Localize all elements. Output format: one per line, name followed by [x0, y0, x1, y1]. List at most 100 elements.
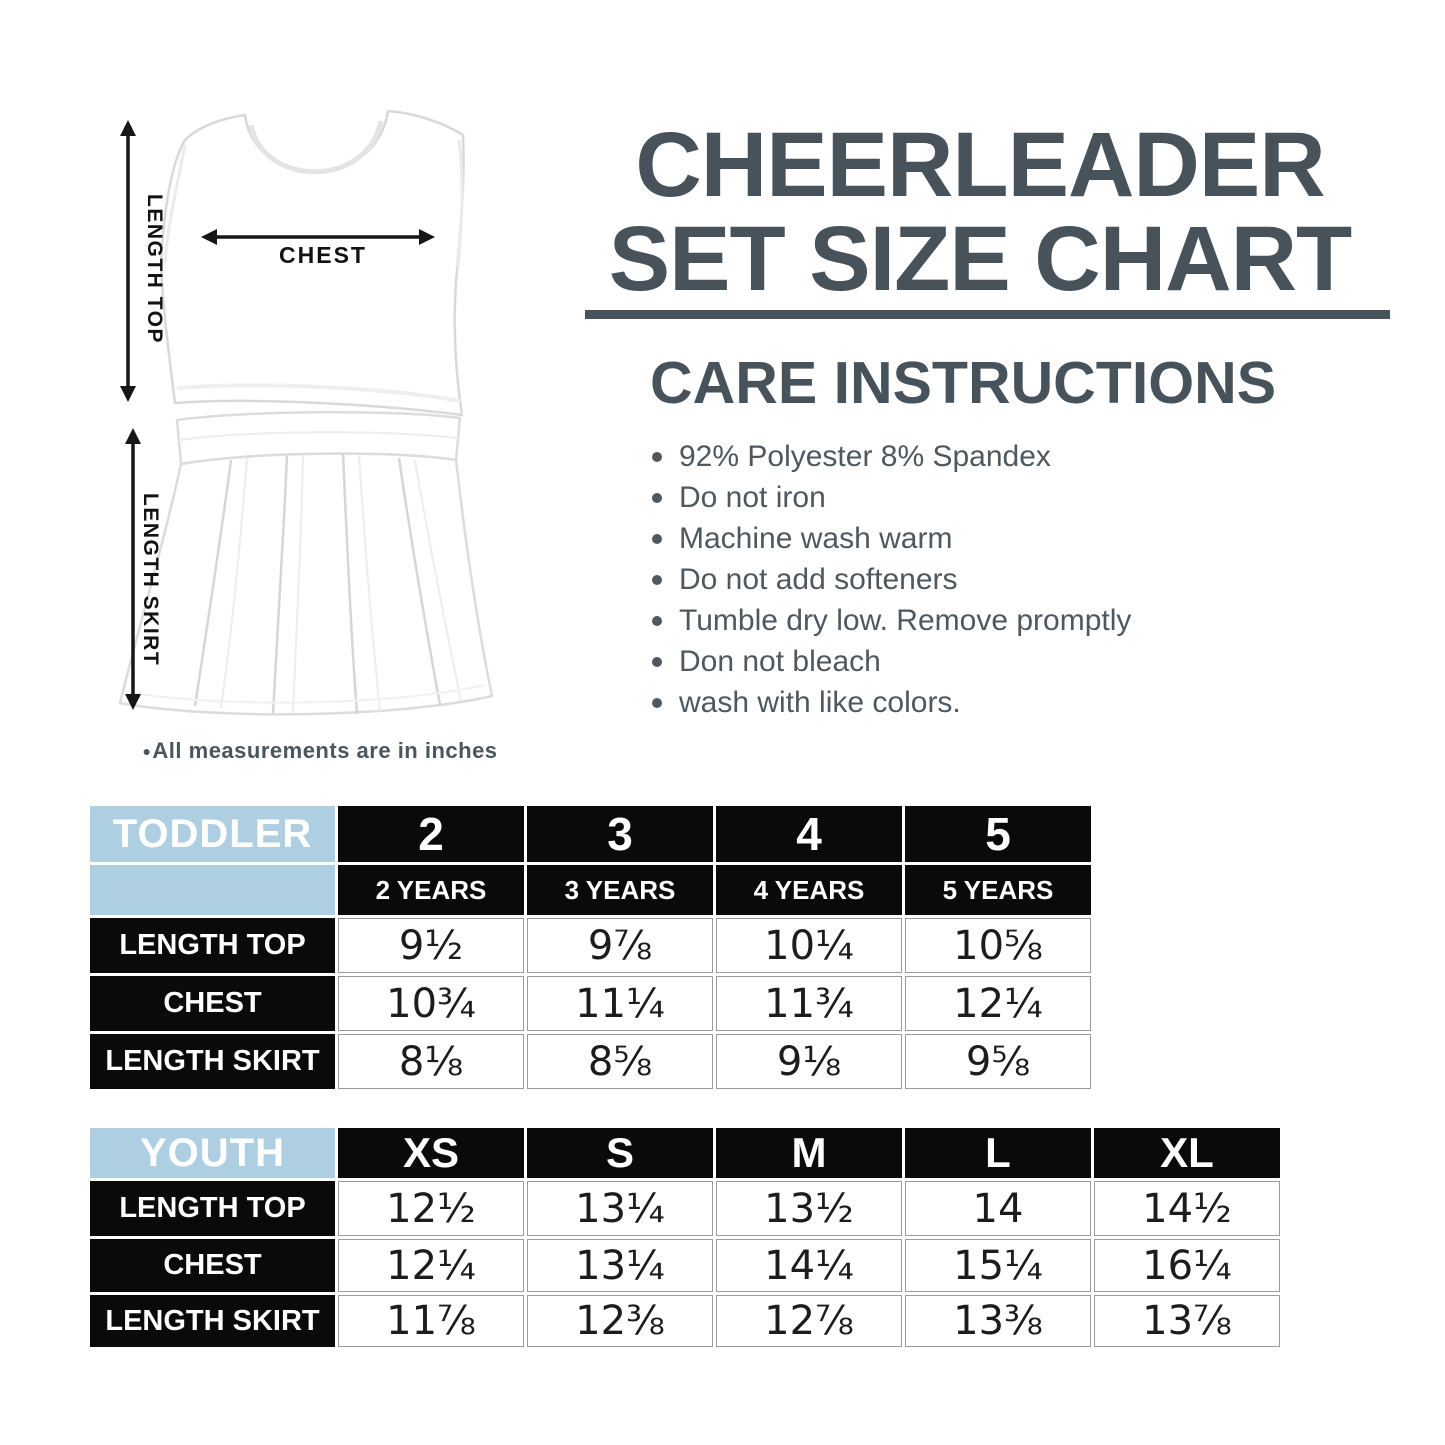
toddler-group-header: TODDLER: [90, 806, 335, 862]
youth-value: 14½: [1094, 1181, 1280, 1236]
bullet-icon: [652, 615, 662, 626]
youth-value: 12½: [338, 1181, 524, 1236]
bullet-icon: [652, 656, 662, 667]
care-item: 92% Polyester 8% Spandex: [652, 436, 1312, 477]
care-item: Tumble dry low. Remove promptly: [652, 600, 1312, 641]
youth-value: 13¼: [527, 1239, 713, 1292]
youth-value: 14: [905, 1181, 1091, 1236]
youth-value: 11⅞: [338, 1295, 524, 1347]
chest-arrow: [201, 229, 435, 245]
tank-top-illustration: [159, 109, 465, 417]
toddler-years-header: 5 YEARS: [905, 865, 1091, 915]
length-skirt-arrow: [125, 428, 141, 710]
youth-size-header: XL: [1094, 1128, 1280, 1178]
length-top-arrow: [120, 120, 136, 402]
toddler-value: 10⅝: [905, 918, 1091, 973]
care-item-text: Do not add softeners: [679, 562, 958, 596]
youth-value: 15¼: [905, 1239, 1091, 1292]
toddler-value: 9⅝: [905, 1034, 1091, 1089]
skirt-illustration: [118, 410, 494, 716]
bullet-icon: [652, 492, 662, 503]
pleat-fold: [220, 457, 248, 709]
toddler-value: 11¾: [716, 976, 902, 1031]
care-item-text: Do not iron: [679, 480, 826, 514]
pleat-line: [397, 457, 442, 706]
youth-group-header: YOUTH: [90, 1128, 335, 1178]
footnote-text: All measurements are in inches: [152, 738, 498, 763]
care-instructions-list: 92% Polyester 8% Spandex Do not iron Mac…: [652, 436, 1312, 723]
toddler-row-label: CHEST: [90, 976, 335, 1031]
care-item-text: wash with like colors.: [679, 685, 961, 719]
toddler-value: 9⅛: [716, 1034, 902, 1089]
toddler-value: 10¼: [716, 918, 902, 973]
page-title-line2: SET SIZE CHART: [608, 208, 1352, 310]
toddler-value: 9½: [338, 918, 524, 973]
title-divider: [585, 310, 1390, 319]
youth-value: 12¼: [338, 1239, 524, 1292]
pleat-line: [193, 459, 233, 707]
length-top-label: LENGTH TOP: [143, 194, 166, 344]
care-instructions-heading: CARE INSTRUCTIONS: [650, 350, 1277, 416]
toddler-size-table: TODDLER 2 3 4 5 2 YEARS 3 YEARS 4 YEARS …: [90, 806, 1091, 1089]
youth-size-header: M: [716, 1128, 902, 1178]
youth-value: 13½: [716, 1181, 902, 1236]
care-item: Don not bleach: [652, 641, 1312, 682]
youth-row-label: LENGTH TOP: [90, 1181, 335, 1236]
toddler-years-header: 2 YEARS: [338, 865, 524, 915]
toddler-value: 9⅞: [527, 918, 713, 973]
right-armhole-seam: [456, 139, 464, 268]
pleat-fold: [292, 454, 304, 714]
length-skirt-label: LENGTH SKIRT: [139, 493, 162, 667]
youth-size-table: YOUTH XS S M L XL LENGTH TOP 12½ 13¼ 13½…: [90, 1128, 1280, 1347]
toddler-years-header: 4 YEARS: [716, 865, 902, 915]
skirt-body: [118, 452, 494, 716]
hem-inner-seam: [126, 684, 486, 704]
youth-value: 12⅞: [716, 1295, 902, 1347]
toddler-years-header: 3 YEARS: [527, 865, 713, 915]
care-item: Do not add softeners: [652, 559, 1312, 600]
care-item-text: Don not bleach: [679, 644, 881, 678]
toddler-value: 8⅝: [527, 1034, 713, 1089]
left-armhole-seam: [163, 144, 187, 264]
youth-row-label: CHEST: [90, 1239, 335, 1292]
toddler-size-header: 4: [716, 806, 902, 862]
bullet-icon: [652, 533, 662, 544]
youth-value: 13⅞: [1094, 1295, 1280, 1347]
pleat-fold: [358, 454, 381, 712]
toddler-row-label: LENGTH TOP: [90, 918, 335, 973]
measurements-footnote: ●All measurements are in inches: [95, 738, 545, 764]
toddler-row-label: LENGTH SKIRT: [90, 1034, 335, 1089]
youth-value: 16¼: [1094, 1239, 1280, 1292]
toddler-size-header: 3: [527, 806, 713, 862]
bullet-icon: [652, 574, 662, 585]
youth-value: 13⅜: [905, 1295, 1091, 1347]
pleat-fold: [414, 459, 462, 702]
care-item: Machine wash warm: [652, 518, 1312, 559]
pleat-line: [341, 453, 359, 715]
care-item-text: Tumble dry low. Remove promptly: [679, 603, 1132, 637]
care-item: wash with like colors.: [652, 682, 1312, 723]
toddler-value: 8⅛: [338, 1034, 524, 1089]
youth-value: 14¼: [716, 1239, 902, 1292]
youth-row-label: LENGTH SKIRT: [90, 1295, 335, 1347]
toddler-size-header: 2: [338, 806, 524, 862]
chest-label: CHEST: [279, 242, 367, 268]
bullet-icon: [652, 451, 662, 462]
toddler-size-header: 5: [905, 806, 1091, 862]
hem-seam: [176, 383, 461, 403]
youth-size-header: L: [905, 1128, 1091, 1178]
neckline-rib: [248, 120, 384, 175]
toddler-value: 11¼: [527, 976, 713, 1031]
youth-size-header: S: [527, 1128, 713, 1178]
toddler-group-header-spacer: [90, 865, 335, 915]
toddler-value: 10¾: [338, 976, 524, 1031]
pleat-line: [271, 455, 289, 714]
care-item: Do not iron: [652, 477, 1312, 518]
youth-size-header: XS: [338, 1128, 524, 1178]
footnote-bullet-icon: ●: [142, 743, 152, 759]
youth-value: 12⅜: [527, 1295, 713, 1347]
waistband-seam: [178, 431, 459, 441]
page-title: CHEERLEADER SET SIZE CHART: [560, 118, 1400, 306]
page-title-line1: CHEERLEADER: [635, 114, 1325, 216]
